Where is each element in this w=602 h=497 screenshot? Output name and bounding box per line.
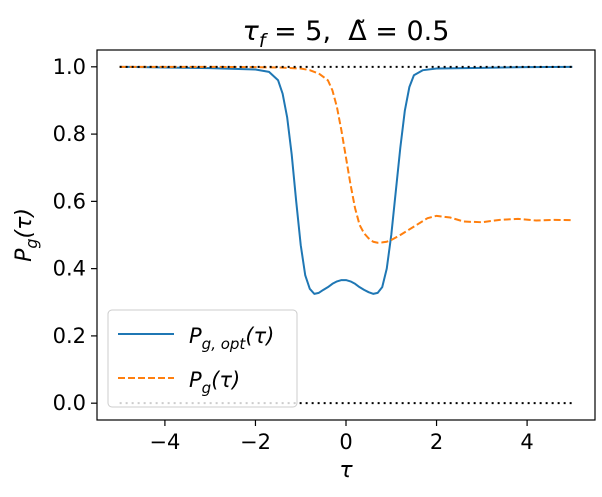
title-tau: τ [243,16,260,47]
x-tick-label: −2 [240,430,271,454]
y-tick-label: 1.0 [53,55,86,79]
title-eq2: = 0.5 [367,16,450,47]
y-axis-ticks: 0.0 0.2 0.4 0.6 0.8 1.0 [53,55,97,415]
legend-1-p: P [189,324,202,348]
y-tick-label: 0.6 [53,189,86,213]
x-axis-ticks: −4 −2 0 2 4 [149,420,534,454]
legend-label-series-1: Pg, opt(τ) [189,324,274,353]
legend-2-p: P [189,368,202,392]
legend-2-arg: (τ) [211,368,240,392]
y-axis-label: Pg(τ) [12,208,41,262]
y-label-arg: (τ) [12,208,37,238]
y-tick-label: 0.4 [53,257,86,281]
title-tau-subscript: f [259,30,269,52]
x-tick-label: −4 [149,430,180,454]
legend-1-subscript: g, opt [202,335,247,353]
x-tick-label: 2 [430,430,443,454]
title-delta: Δ̃ [348,16,367,47]
chart-title: τf = 5, Δ̃ = 0.5 [243,16,450,52]
x-tick-label: 4 [520,430,533,454]
legend: Pg, opt(τ) Pg(τ) [107,309,298,408]
legend-1-arg: (τ) [245,324,274,348]
y-label-subscript: g [22,238,41,248]
y-tick-label: 0.0 [53,391,86,415]
series-layer [119,65,573,295]
series-line-1 [119,65,573,295]
x-tick-label: 0 [339,430,352,454]
series-line-2 [119,65,573,244]
y-tick-label: 0.2 [53,324,86,348]
y-label-p: P [12,248,37,262]
title-eq1: = 5, [266,16,349,47]
legend-label-series-2: Pg(τ) [189,368,240,397]
legend-2-subscript: g [202,379,212,397]
x-axis-label: τ [339,458,353,483]
y-tick-label: 0.8 [53,122,86,146]
